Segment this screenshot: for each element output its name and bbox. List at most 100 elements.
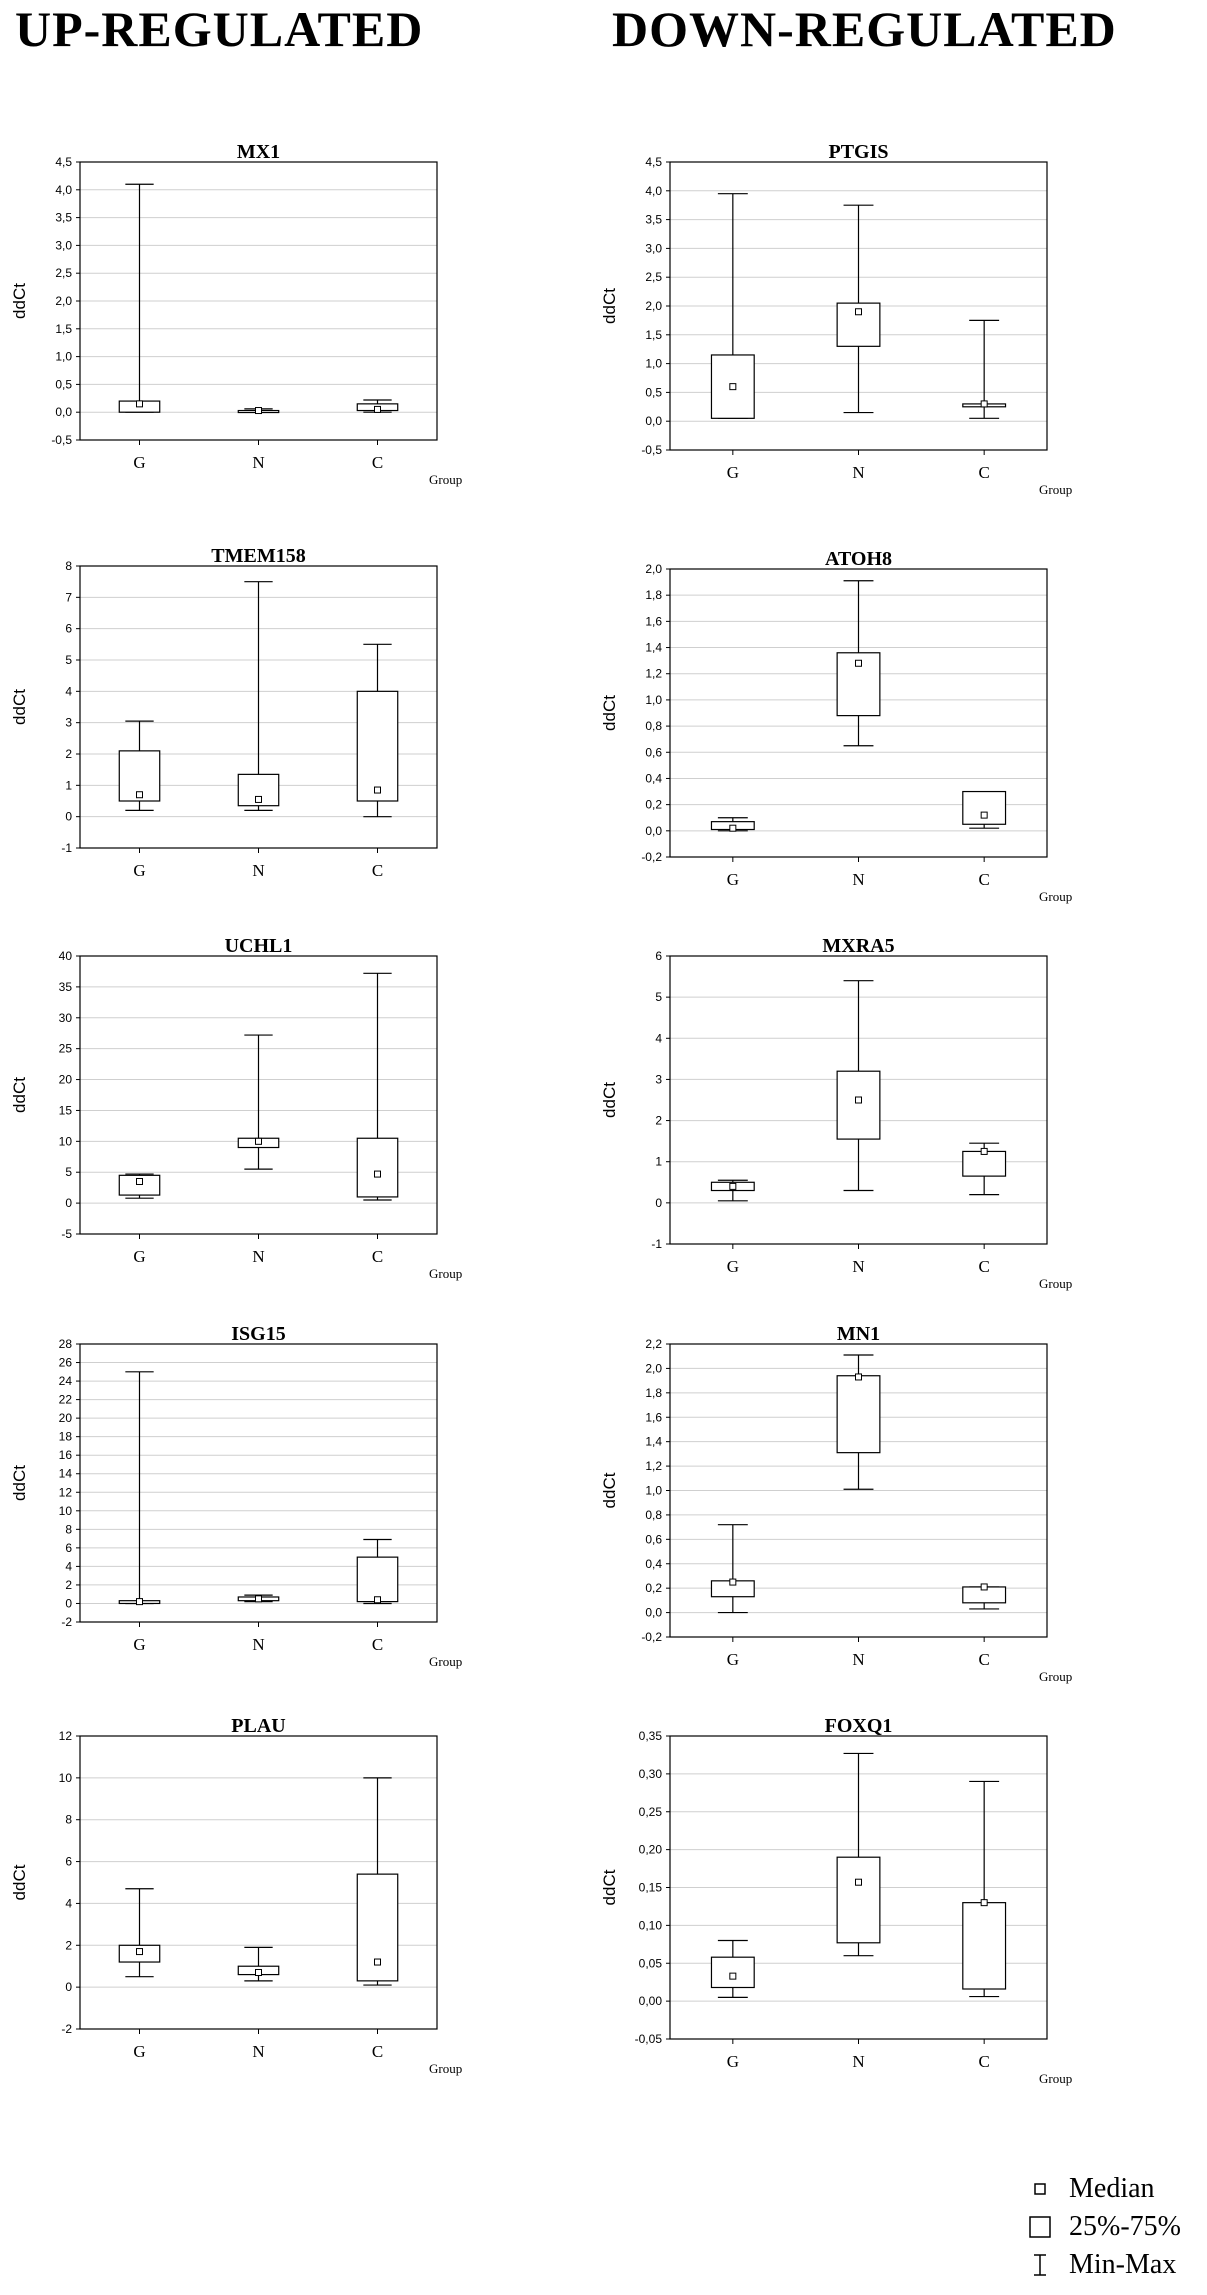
median-marker-N — [255, 795, 262, 803]
box-G — [118, 750, 161, 802]
median-marker-G — [136, 1177, 143, 1185]
plot-plau: PLAU -2 0 2 4 6 8 10 12 ddCt G N C Group — [10, 1715, 462, 2076]
category-label-C: C — [372, 861, 383, 880]
median-marker-G — [136, 400, 143, 408]
y-tick-label: 1,5 — [55, 322, 72, 336]
y-tick-label: 1 — [655, 1155, 662, 1169]
box-N — [836, 1375, 881, 1454]
median-marker-N — [255, 1968, 262, 1976]
y-tick-label: 8 — [65, 1813, 72, 1827]
y-tick-label: 2,0 — [645, 299, 662, 313]
y-tick-label: 0,0 — [55, 405, 72, 419]
y-tick-label: 28 — [59, 1337, 73, 1351]
median-marker-G — [729, 1182, 737, 1190]
plot-uchl1: UCHL1 -5 0 5 10 15 20 25 30 35 40 ddCt G N C Group — [10, 935, 462, 1281]
box-C — [962, 1902, 1007, 1990]
y-tick-label: 2,0 — [55, 294, 72, 308]
up-regulated-heading: UP-REGULATED — [15, 1, 424, 57]
y-tick-label: 0,4 — [645, 771, 662, 785]
y-tick-label: 4 — [65, 684, 72, 698]
box-C — [962, 1150, 1007, 1177]
category-label-N: N — [252, 1635, 264, 1654]
y-tick-label: 0,2 — [645, 1581, 662, 1595]
x-axis-label: Group — [1039, 1669, 1072, 1684]
whisker-marker-icon — [1034, 2254, 1046, 2276]
category-label-G: G — [133, 2042, 145, 2061]
y-tick-label: 2 — [655, 1114, 662, 1128]
category-label-C: C — [978, 2052, 989, 2071]
median-marker-G — [136, 1598, 143, 1606]
median-marker-G — [729, 1972, 737, 1980]
y-tick-label: 0,5 — [55, 377, 72, 391]
y-axis-label: ddCt — [10, 1864, 29, 1900]
plot-ptgis: PTGIS -0,5 0,0 0,5 1,0 1,5 2,0 2,5 3,0 3,5 4,0 4,5 d… — [600, 141, 1072, 497]
y-axis-label: ddCt — [600, 1869, 619, 1905]
box-G — [118, 1174, 161, 1196]
box-C — [356, 1873, 399, 1982]
category-label-G: G — [133, 453, 145, 472]
category-label-C: C — [978, 463, 989, 482]
y-tick-label: -1 — [61, 841, 72, 855]
y-tick-label: 18 — [59, 1430, 73, 1444]
y-tick-label: 0 — [65, 1980, 72, 1994]
x-axis-label: Group — [1039, 2071, 1072, 2086]
chart-mx1: MX1 -0,5 0,0 0,5 1,0 1,5 2,0 2,5 3,0 3,5 4,0 4,5 ddC… — [5, 141, 462, 498]
y-tick-label: 2 — [65, 1578, 72, 1592]
plot-title: TMEM158 — [211, 545, 305, 567]
legend-median: Median — [1025, 2170, 1205, 2208]
box-C — [356, 1137, 399, 1198]
plot-atoh8: ATOH8 -0,2 0,0 0,2 0,4 0,6 0,8 1,0 1,2 1,4 1,6 1,8 2… — [600, 548, 1072, 904]
category-label-N: N — [852, 463, 864, 482]
y-tick-label: 2,0 — [645, 562, 662, 576]
y-tick-label: 1,8 — [645, 588, 662, 602]
x-axis-label: Group — [429, 472, 462, 487]
legend-whisker: Min-Max — [1025, 2246, 1205, 2284]
y-tick-label: 1,4 — [645, 1435, 662, 1449]
y-tick-label: 0,5 — [645, 385, 662, 399]
legend-median-label: Median — [1069, 2173, 1155, 2204]
median-marker-N — [855, 1373, 862, 1381]
median-marker-N — [255, 407, 262, 415]
median-marker-C — [980, 400, 988, 408]
y-tick-label: 3,0 — [645, 241, 662, 255]
y-tick-label: 1,0 — [645, 1484, 662, 1498]
category-label-C: C — [978, 1650, 989, 1669]
y-tick-label: 0,20 — [639, 1843, 663, 1857]
y-tick-label: -5 — [61, 1227, 72, 1241]
category-label-N: N — [852, 1650, 864, 1669]
plot-title: FOXQ1 — [825, 1715, 893, 1737]
x-axis-label: Group — [429, 2061, 462, 2076]
legend: Median 25%-75% Min-Max — [1025, 2170, 1205, 2284]
y-tick-label: -1 — [651, 1237, 662, 1251]
chart-isg15: ISG15 -2 0 2 4 6 8 10 12 14 16 18 20 22 24 26 28 ddCt G N C G… — [5, 1323, 462, 1680]
y-tick-label: 4 — [65, 1559, 72, 1573]
legend-box-label: 25%-75% — [1069, 2211, 1181, 2242]
y-tick-label: 24 — [59, 1374, 73, 1388]
y-axis-label: ddCt — [10, 689, 29, 725]
y-tick-label: 4 — [65, 1896, 72, 1910]
y-tick-label: 1 — [65, 778, 72, 792]
y-tick-label: 0,25 — [639, 1805, 663, 1819]
x-axis-label: Group — [429, 1266, 462, 1281]
median-marker-G — [729, 1578, 737, 1586]
category-label-G: G — [133, 861, 145, 880]
plot-foxq1: FOXQ1 -0,05 0,00 0,05 0,10 0,15 0,20 0,25 0,30 0,… — [600, 1715, 1072, 2086]
y-tick-label: 0,0 — [645, 1606, 662, 1620]
y-tick-label: 2,5 — [55, 266, 72, 280]
category-label-N: N — [852, 1257, 864, 1276]
chart-foxq1: FOXQ1 -0,05 0,00 0,05 0,10 0,15 0,20 0,25 0,30 0,… — [595, 1715, 1072, 2097]
y-tick-label: 0 — [65, 1596, 72, 1610]
y-tick-label: 3 — [65, 716, 72, 730]
y-tick-label: 10 — [59, 1771, 73, 1785]
y-tick-label: 1,6 — [645, 1410, 662, 1424]
y-tick-label: 0 — [655, 1196, 662, 1210]
median-marker-N — [255, 1137, 262, 1145]
box-N — [836, 1856, 881, 1944]
plot-tmem158: TMEM158 -1 0 1 2 3 4 5 6 7 8 ddCt G N C — [10, 545, 438, 880]
y-tick-label: 0 — [65, 810, 72, 824]
category-label-C: C — [372, 453, 383, 472]
median-marker-N — [855, 659, 862, 667]
median-marker-C — [374, 1596, 381, 1604]
y-tick-label: 2,5 — [645, 270, 662, 284]
y-tick-label: 22 — [59, 1393, 73, 1407]
